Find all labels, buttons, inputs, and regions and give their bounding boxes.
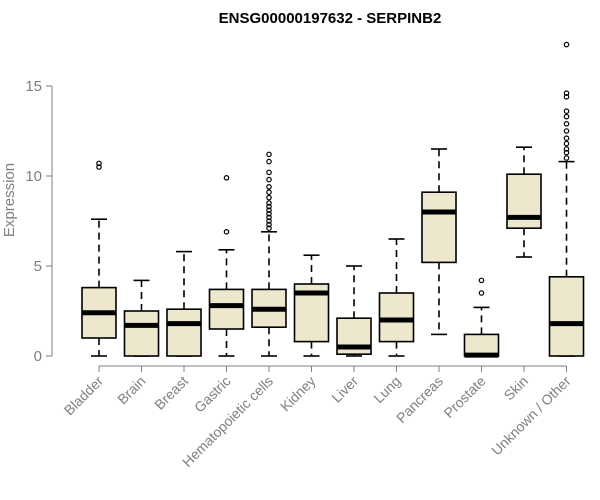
box-gastric [208,175,245,357]
outlier-point [96,164,102,170]
outlier-point [563,135,570,142]
y-tick-label: 15 [25,78,42,95]
box-prostate [463,277,500,358]
outlier-point [266,221,272,228]
outlier-point [266,189,272,196]
box-rect [506,173,542,229]
outlier-point [266,169,272,176]
x-tick-label: Pancreas [393,373,446,426]
y-tick-label: 10 [25,168,42,185]
outlier-point [563,94,570,100]
x-tick-label: Skin [501,373,532,404]
outlier-point [266,203,272,210]
box-unknown-other [548,41,585,357]
y-tick-label: 0 [34,348,42,365]
box-bladder [81,160,117,357]
box-liver [336,265,372,357]
outlier-point [563,128,570,134]
outlier-point [266,225,272,232]
outlier-point [223,175,230,181]
box-kidney [293,254,330,357]
outlier-point [266,207,272,214]
y-axis: 0 5 10 15 [25,78,53,365]
x-tick-label: Bladder [61,373,107,419]
outlier-point [563,108,570,115]
outlier-point [563,41,570,48]
outlier-point [563,149,570,156]
outlier-point [266,184,272,190]
outlier-point [563,90,570,97]
outlier-point [266,194,272,201]
x-tick-label: Unknown / Other [488,373,574,459]
x-tick-label: Breast [151,373,191,413]
box-rect [123,310,160,357]
outlier-point [563,155,570,161]
outlier-point [266,176,272,183]
box-rect [166,308,202,357]
outlier-point [478,277,485,284]
x-tick-label: Prostate [440,373,488,421]
y-tick-label: 5 [34,258,42,275]
outlier-point [266,151,272,158]
outlier-point [563,121,570,127]
outlier-point [563,140,570,147]
boxes-group [81,41,585,358]
box-hematopoietic-cells [251,151,287,357]
x-tick-label: Kidney [277,373,319,415]
y-axis-label: Expression [1,163,18,237]
box-skin [506,146,542,258]
outlier-point [266,214,272,221]
box-lung [378,238,415,357]
outlier-point [266,218,272,224]
chart-title: ENSG00000197632 - SERPINB2 [219,10,442,27]
box-rect [208,288,245,330]
box-rect [548,275,585,357]
outlier-point [266,200,272,206]
outlier-point [563,146,570,152]
outlier-point [223,229,230,235]
x-tick-label: Lung [370,373,403,406]
box-rect [421,191,457,264]
outlier-point [96,160,102,167]
x-tick-label: Brain [114,373,148,407]
x-tick-label: Liver [328,373,361,406]
outlier-point [266,158,272,165]
outlier-point [478,290,485,296]
box-breast [166,250,202,357]
box-rect [378,292,415,343]
outlier-point [563,113,570,120]
box-brain [123,279,160,357]
box-pancreas [421,148,457,336]
outlier-point [266,211,272,217]
